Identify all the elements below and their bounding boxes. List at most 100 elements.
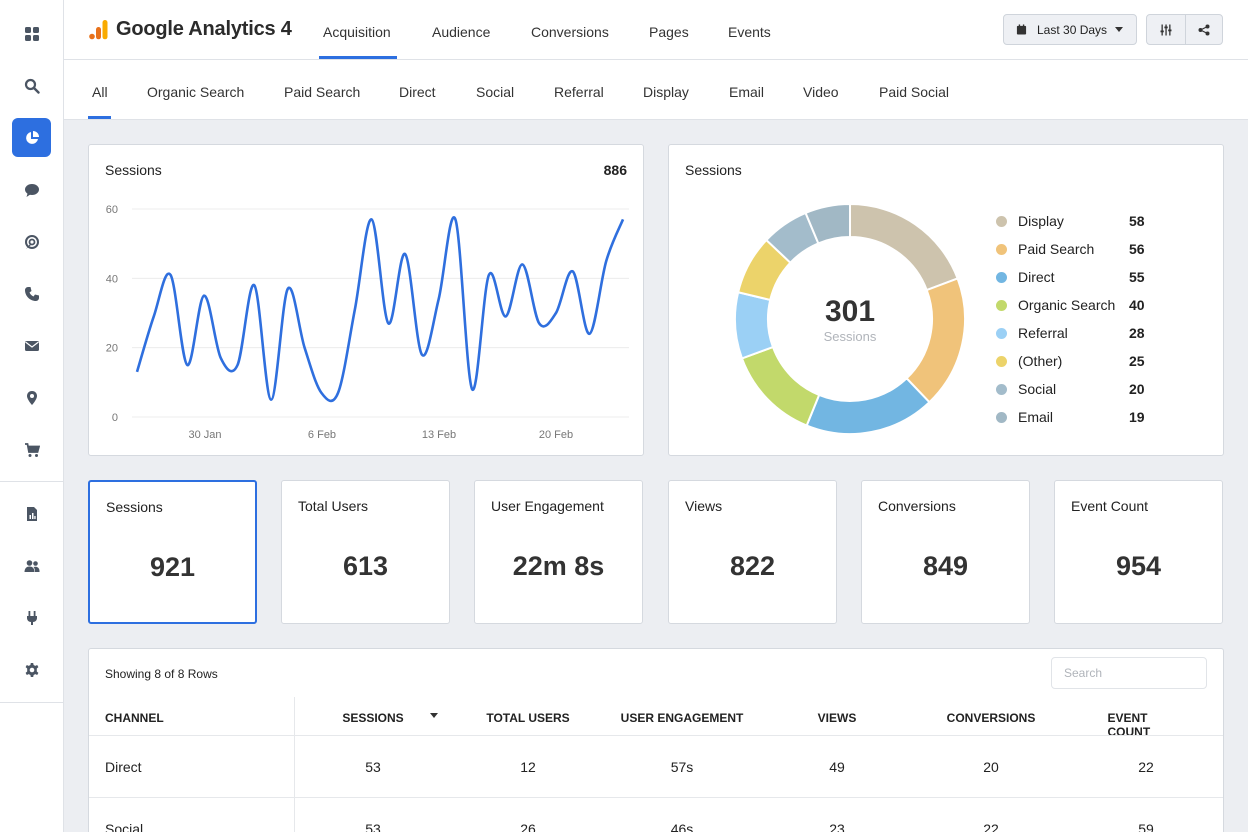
col-header-channel[interactable]: Channel	[105, 711, 164, 725]
x-tick-label: 20 Feb	[539, 429, 573, 441]
grid-icon[interactable]	[12, 14, 51, 53]
sort-desc-icon[interactable]	[430, 713, 438, 718]
y-tick-label: 0	[112, 412, 118, 424]
subtab-direct[interactable]: Direct	[399, 84, 436, 100]
cell-conversions: 20	[983, 759, 999, 775]
legend-swatch	[996, 327, 1007, 339]
filter-sliders-button[interactable]	[1147, 15, 1185, 44]
legend-swatch	[996, 411, 1007, 423]
tab-events[interactable]: Events	[728, 24, 771, 40]
legend-label: Email	[1018, 409, 1054, 425]
subtab-email[interactable]: Email	[729, 84, 765, 100]
donut-slice-paid-search	[905, 277, 966, 404]
mail-icon[interactable]	[12, 326, 51, 365]
legend-item[interactable]: Organic Search 40	[996, 297, 1146, 313]
row-divider	[89, 735, 1223, 736]
subtab-all[interactable]: All	[92, 84, 108, 100]
chat-icon[interactable]	[12, 170, 51, 209]
legend-item[interactable]: Display 58	[996, 213, 1146, 229]
donut-slice-organic-search	[740, 345, 821, 427]
y-tick-label: 60	[106, 204, 118, 216]
col-header-user-engagement[interactable]: User Engagement	[620, 711, 744, 725]
legend-swatch	[996, 243, 1007, 255]
map-pin-icon[interactable]	[12, 378, 51, 417]
legend-item[interactable]: Referral 28	[996, 325, 1146, 341]
metric-card-user-engagement[interactable]: User Engagement 22m 8s	[474, 480, 643, 624]
settings-icon[interactable]	[12, 650, 51, 689]
legend-value: 20	[1129, 381, 1145, 397]
legend-value: 25	[1129, 353, 1145, 369]
metric-card-sessions[interactable]: Sessions 921	[88, 480, 257, 624]
sessions-series-line	[135, 216, 625, 403]
tab-acquisition[interactable]: Acquisition	[323, 24, 391, 40]
tab-pages[interactable]: Pages	[649, 24, 689, 40]
pie-chart-icon[interactable]	[12, 118, 51, 157]
col-header-sessions[interactable]: Sessions	[342, 711, 404, 725]
search-icon[interactable]	[12, 66, 51, 105]
podcast-icon[interactable]	[12, 222, 51, 261]
col-header-total-users[interactable]: Total Users	[486, 711, 570, 725]
legend-item[interactable]: Direct 55	[996, 269, 1146, 285]
share-button[interactable]	[1184, 15, 1223, 44]
sliders-icon	[1160, 24, 1172, 35]
legend-label: Social	[1018, 381, 1057, 397]
metric-label: Conversions	[878, 498, 956, 514]
subtab-organic-search[interactable]: Organic Search	[147, 84, 245, 100]
sessions-line-chart: 0 20 40 60 30 Jan 6 Feb 13 Feb 20 Feb	[106, 204, 629, 441]
legend-item[interactable]: Paid Search 56	[996, 241, 1146, 257]
legend-swatch	[996, 383, 1007, 395]
cell-conversions: 22	[983, 821, 999, 832]
report-icon[interactable]	[12, 494, 51, 533]
donut-slice-email	[804, 202, 851, 245]
metric-label: Event Count	[1071, 498, 1149, 514]
metric-value: 822	[729, 551, 776, 581]
donut-slice-direct	[805, 376, 931, 435]
legend-item[interactable]: Social 20	[996, 381, 1146, 397]
subtab-social[interactable]: Social	[476, 84, 515, 100]
metric-label: Views	[685, 498, 723, 514]
legend-value: 55	[1129, 269, 1145, 285]
donut-slice-referral	[734, 291, 775, 360]
col-header-views[interactable]: Views	[817, 711, 857, 725]
cell-sessions: 53	[365, 821, 381, 832]
date-range-button[interactable]: Last 30 Days	[1003, 14, 1137, 45]
cart-icon[interactable]	[12, 430, 51, 469]
tab-conversions[interactable]: Conversions	[531, 24, 609, 40]
subtab-video[interactable]: Video	[803, 84, 839, 100]
sessions-donut-chart: 301 Sessions	[734, 202, 966, 435]
cell-channel: Social	[105, 821, 144, 832]
donut-slice-display	[849, 202, 959, 292]
tab-audience[interactable]: Audience	[432, 24, 491, 40]
metric-card-total-users[interactable]: Total Users 613	[281, 480, 450, 624]
subtab-paid-social[interactable]: Paid Social	[879, 84, 950, 100]
metric-value: 954	[1115, 551, 1162, 581]
cell-channel: Direct	[105, 759, 142, 775]
users-icon[interactable]	[12, 546, 51, 585]
date-range-label: Last 30 Days	[1037, 22, 1108, 37]
cell-total-users: 26	[520, 821, 536, 832]
legend-item[interactable]: (Other) 25	[996, 353, 1146, 369]
legend-swatch	[996, 271, 1007, 283]
phone-icon[interactable]	[12, 274, 51, 313]
legend-swatch	[996, 355, 1007, 367]
metric-card-views[interactable]: Views 822	[668, 480, 837, 624]
metric-card-event-count[interactable]: Event Count 954	[1054, 480, 1223, 624]
metric-label: User Engagement	[491, 498, 604, 514]
legend-label: Organic Search	[1018, 297, 1116, 313]
metric-card-conversions[interactable]: Conversions 849	[861, 480, 1030, 624]
plug-icon[interactable]	[12, 598, 51, 637]
tool-button-group	[1146, 14, 1223, 45]
channel-tabs: All Organic Search Paid Search Direct So…	[64, 60, 1248, 120]
legend-label: Paid Search	[1018, 241, 1095, 257]
subtab-display[interactable]: Display	[643, 84, 689, 100]
col-header-conversions[interactable]: Conversions	[946, 711, 1036, 725]
active-tab-indicator	[319, 56, 397, 59]
subtab-paid-search[interactable]: Paid Search	[284, 84, 361, 100]
metric-value: 22m 8s	[512, 551, 605, 581]
table-search-input[interactable]	[1051, 657, 1207, 689]
legend-item[interactable]: Email 19	[996, 409, 1146, 425]
chevron-down-icon	[1115, 27, 1124, 32]
metric-value: 613	[342, 551, 389, 581]
donut-center-value: 301	[825, 295, 875, 328]
subtab-referral[interactable]: Referral	[554, 84, 604, 100]
